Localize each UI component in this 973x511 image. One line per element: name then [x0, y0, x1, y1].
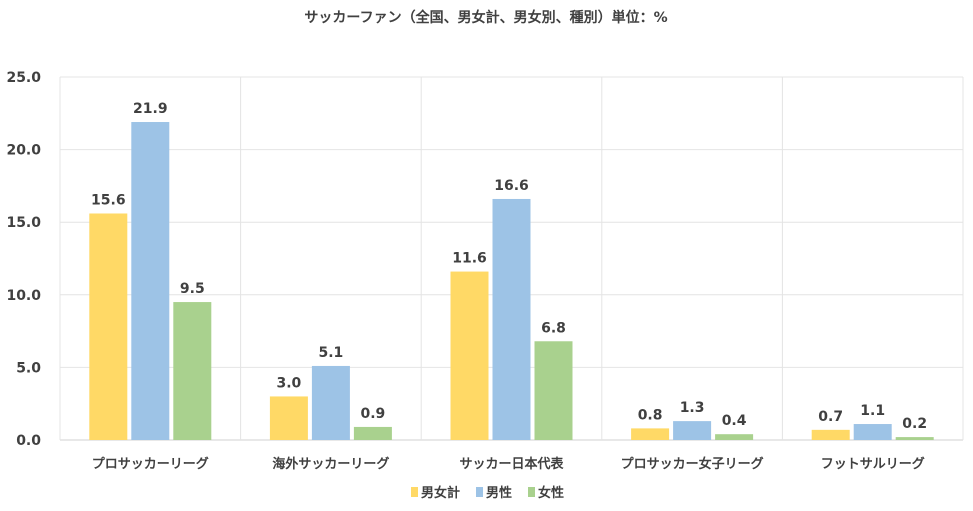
data-label: 3.0: [276, 375, 301, 391]
legend-label: 男性: [486, 485, 512, 501]
data-label: 21.9: [133, 101, 168, 117]
legend: 男女計 男性 女性: [411, 485, 564, 501]
data-label: 11.6: [452, 251, 487, 267]
legend-label: 男女計: [421, 485, 460, 501]
x-axis-ticks: プロサッカーリーグ 海外サッカーリーグ サッカー日本代表 プロサッカー女子リーグ フット…: [92, 456, 925, 472]
data-label: 1.3: [680, 400, 705, 416]
y-tick-label: 10.0: [6, 288, 41, 304]
data-label: 16.6: [494, 178, 529, 194]
data-label: 0.4: [722, 413, 747, 429]
data-label: 9.5: [180, 281, 205, 297]
bar: [353, 426, 392, 440]
bar: [269, 396, 308, 440]
bar: [131, 122, 170, 441]
x-tick-label: フットサルリーグ: [821, 456, 925, 472]
data-labels: 15.6 21.9 9.5 3.0 5.1 0.9 11.6 16.6 6.8 0.8 1.3 0.4…: [91, 101, 927, 432]
y-tick-label: 5.0: [16, 360, 41, 376]
data-label: 15.6: [91, 192, 126, 208]
chart-title: サッカーファン（全国、男女計、男女別、種別）単位：%: [304, 9, 667, 26]
data-label: 0.7: [818, 409, 843, 425]
bar: [631, 428, 670, 440]
bar: [450, 271, 489, 440]
data-label: 1.1: [860, 403, 885, 419]
legend-swatch: [411, 487, 418, 497]
y-tick-label: 25.0: [6, 70, 41, 86]
x-tick-label: プロサッカー女子リーグ: [621, 456, 764, 472]
data-label: 5.1: [318, 345, 343, 361]
bar: [895, 437, 934, 440]
bar: [673, 421, 712, 440]
bar: [534, 341, 573, 440]
y-tick-label: 0.0: [16, 433, 41, 449]
data-label: 0.2: [902, 416, 927, 432]
x-tick-label: サッカー日本代表: [459, 456, 564, 472]
bars: [89, 122, 934, 441]
legend-swatch: [528, 487, 535, 497]
legend-label: 女性: [538, 485, 564, 501]
y-tick-label: 20.0: [6, 143, 41, 159]
y-axis-ticks: 0.0 5.0 10.0 15.0 20.0 25.0: [6, 70, 41, 449]
data-label: 0.8: [638, 407, 663, 423]
data-label: 6.8: [541, 320, 566, 336]
bar: [173, 302, 212, 440]
bar: [89, 213, 128, 440]
bar: [311, 365, 350, 440]
bar: [853, 424, 892, 440]
data-label: 0.9: [360, 406, 385, 422]
x-tick-label: 海外サッカーリーグ: [272, 456, 389, 472]
x-tick-label: プロサッカーリーグ: [92, 456, 209, 472]
bar: [715, 434, 754, 440]
legend-swatch: [476, 487, 483, 497]
bar: [492, 198, 531, 440]
y-tick-label: 15.0: [6, 215, 41, 231]
bar: [811, 429, 850, 440]
